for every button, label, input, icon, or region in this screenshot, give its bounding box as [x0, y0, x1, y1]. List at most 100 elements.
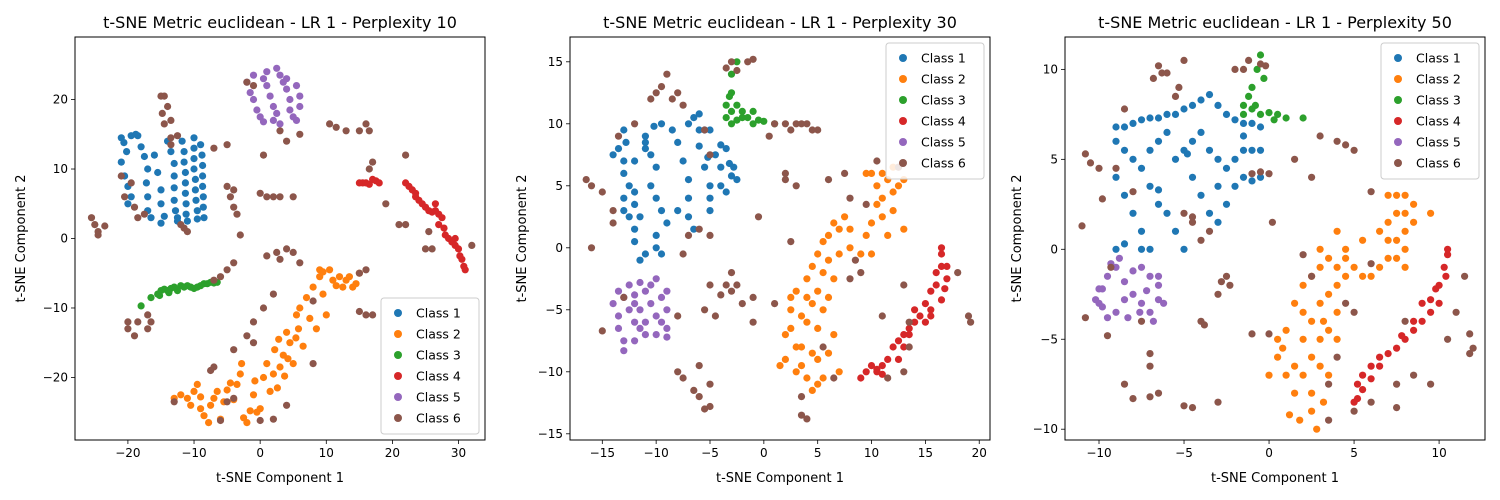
point-class-4 — [937, 250, 946, 258]
legend-marker-class-2 — [394, 330, 402, 338]
point-class-2 — [259, 373, 268, 382]
point-class-6 — [792, 182, 800, 190]
point-class-2 — [1401, 191, 1409, 199]
point-class-2 — [1316, 362, 1324, 370]
point-class-2 — [830, 275, 838, 283]
point-class-5 — [625, 281, 633, 289]
point-class-6 — [733, 66, 741, 75]
point-class-2 — [339, 283, 347, 291]
x-tick-label: 10 — [319, 446, 334, 460]
legend-label-class-5: Class 5 — [921, 135, 966, 150]
point-class-6 — [1325, 416, 1333, 424]
point-class-6 — [1154, 389, 1163, 397]
point-class-2 — [1291, 362, 1299, 370]
y-tick-label: −5 — [1040, 332, 1058, 346]
point-class-3 — [1256, 51, 1265, 59]
point-class-2 — [236, 370, 244, 378]
point-class-6 — [1333, 137, 1341, 145]
point-class-1 — [620, 194, 628, 202]
point-class-6 — [706, 402, 714, 411]
point-class-5 — [1154, 281, 1163, 289]
point-class-6 — [701, 405, 709, 413]
point-class-6 — [1466, 350, 1474, 358]
point-class-6 — [857, 269, 865, 277]
x-tick-label: −5 — [701, 446, 719, 460]
point-class-6 — [1200, 321, 1208, 329]
point-class-5 — [249, 71, 258, 79]
point-class-1 — [1239, 119, 1248, 127]
point-class-1 — [147, 214, 155, 222]
point-class-2 — [1299, 281, 1307, 289]
point-class-1 — [180, 148, 188, 156]
point-class-6 — [276, 127, 284, 135]
point-class-1 — [190, 134, 198, 142]
point-class-2 — [1299, 308, 1307, 316]
point-class-1 — [1231, 116, 1239, 124]
point-class-6 — [230, 394, 238, 402]
point-class-5 — [253, 106, 261, 114]
point-class-4 — [943, 262, 951, 270]
point-class-4 — [1410, 317, 1418, 325]
chart-panel-2: −15 −10 −5 0 5 10 15 20 −15 −10 −5 0 5 10 15 t-SNE Metr… — [515, 13, 991, 486]
point-class-4 — [911, 318, 919, 326]
point-class-6 — [283, 245, 291, 253]
point-class-2 — [1325, 254, 1333, 262]
point-class-2 — [1299, 335, 1307, 343]
x-tick-label: 20 — [385, 446, 400, 460]
point-class-1 — [170, 172, 178, 180]
point-class-6 — [160, 92, 168, 100]
point-class-6 — [1350, 407, 1358, 415]
point-class-2 — [1359, 272, 1367, 280]
point-class-1 — [1154, 200, 1163, 208]
point-class-1 — [157, 219, 165, 227]
point-class-5 — [1137, 263, 1146, 271]
legend-label-class-2: Class 2 — [416, 327, 461, 342]
chart-title: t-SNE Metric euclidean - LR 1 - Perplexi… — [103, 13, 457, 32]
point-class-6 — [1098, 195, 1106, 203]
point-class-6 — [1107, 263, 1115, 271]
point-class-2 — [1384, 218, 1392, 226]
point-class-6 — [679, 101, 687, 109]
point-class-5 — [286, 106, 294, 114]
point-class-6 — [256, 189, 264, 197]
point-class-6 — [1265, 330, 1273, 338]
point-class-6 — [1188, 218, 1197, 226]
point-class-1 — [144, 193, 152, 201]
point-class-5 — [1129, 267, 1137, 275]
point-class-1 — [674, 138, 682, 146]
point-class-3 — [1248, 83, 1256, 91]
point-class-6 — [674, 89, 682, 97]
point-class-4 — [440, 224, 448, 232]
point-class-6 — [1466, 330, 1474, 338]
point-class-6 — [1095, 164, 1103, 172]
point-class-6 — [94, 231, 102, 239]
point-class-6 — [582, 176, 590, 184]
point-class-4 — [412, 193, 420, 201]
point-class-5 — [663, 306, 671, 314]
point-class-1 — [198, 151, 206, 159]
point-class-6 — [846, 275, 854, 283]
point-class-5 — [663, 333, 671, 341]
point-class-6 — [144, 311, 152, 319]
point-class-5 — [1137, 299, 1146, 307]
point-class-1 — [1171, 227, 1180, 235]
point-class-1 — [150, 151, 158, 159]
point-class-1 — [1188, 137, 1197, 145]
point-class-4 — [921, 300, 930, 308]
point-class-6 — [884, 374, 892, 382]
point-class-3 — [156, 291, 164, 300]
point-class-6 — [1180, 56, 1188, 64]
point-class-6 — [249, 339, 258, 347]
point-class-1 — [170, 159, 178, 168]
point-class-6 — [727, 269, 736, 277]
point-class-6 — [365, 127, 373, 135]
point-class-6 — [91, 221, 99, 229]
point-class-6 — [164, 102, 172, 111]
point-class-2 — [824, 256, 833, 264]
point-class-6 — [1146, 362, 1154, 370]
point-class-1 — [631, 238, 639, 246]
point-class-5 — [614, 324, 623, 332]
x-tick-label: 0 — [760, 446, 768, 460]
point-class-4 — [900, 343, 908, 351]
point-class-6 — [701, 306, 709, 314]
